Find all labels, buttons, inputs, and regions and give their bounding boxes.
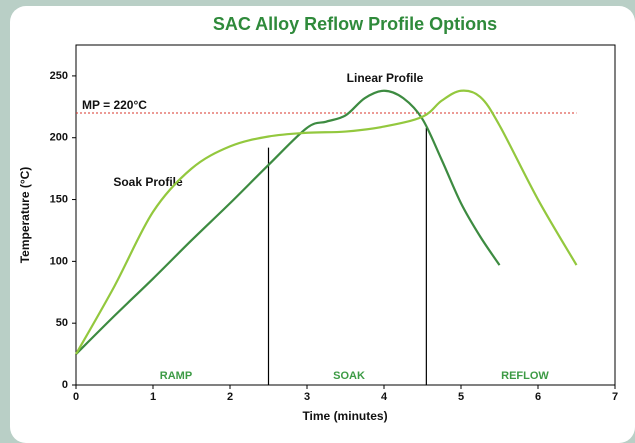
mp-label: MP = 220°C	[82, 98, 147, 112]
series-label: Soak Profile	[113, 175, 183, 189]
panel	[10, 6, 635, 443]
x-tick-label: 3	[304, 391, 310, 403]
y-tick-label: 100	[50, 255, 68, 267]
y-tick-label: 150	[50, 193, 68, 205]
x-tick-label: 1	[150, 391, 156, 403]
series-line	[75, 89, 501, 355]
x-tick-label: 6	[535, 391, 541, 403]
y-tick-label: 200	[50, 132, 68, 144]
phase-label: REFLOW	[501, 370, 549, 382]
x-tick-label: 5	[458, 391, 464, 403]
y-axis-label: Temperature (°C)	[18, 167, 32, 264]
y-tick-label: 0	[62, 379, 68, 391]
x-tick-label: 2	[227, 391, 233, 403]
y-tick-label: 50	[56, 317, 68, 329]
x-tick-label: 4	[381, 391, 388, 403]
chart-title: SAC Alloy Reflow Profile Options	[213, 14, 497, 34]
plot-frame	[75, 44, 616, 386]
series-label: Linear Profile	[347, 71, 424, 85]
phase-label: SOAK	[333, 370, 365, 382]
phase-label: RAMP	[160, 370, 192, 382]
x-tick-label: 7	[612, 391, 618, 403]
y-tick-label: 250	[50, 70, 68, 82]
x-axis-label: Time (minutes)	[302, 409, 387, 423]
series-line	[75, 89, 578, 355]
x-tick-label: 0	[73, 391, 79, 403]
